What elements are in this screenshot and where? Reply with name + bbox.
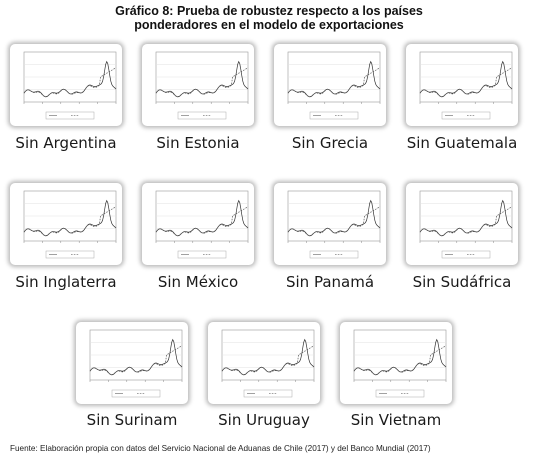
line-chart (23, 190, 117, 259)
line-chart (419, 190, 513, 259)
line-chart (353, 329, 447, 398)
legend-box (309, 250, 359, 259)
legend-box (45, 250, 95, 259)
panel-caption: Sin México (157, 273, 239, 291)
legend-box (177, 250, 227, 259)
legend-box (441, 111, 491, 120)
line-chart (155, 51, 249, 120)
robustness-panel (208, 322, 320, 404)
legend-box (375, 389, 425, 398)
legend-box (309, 111, 359, 120)
panel-caption: Sin Sudáfrica (412, 273, 512, 291)
legend-box (177, 111, 227, 120)
robustness-panel (10, 183, 122, 265)
series-line-counterfactual (221, 345, 315, 376)
legend-box (441, 250, 491, 259)
chart-title: Gráfico 8: Prueba de robustez respecto a… (115, 4, 423, 18)
robustness-panel (406, 183, 518, 265)
series-line-observed (89, 338, 183, 376)
robustness-panel (274, 183, 386, 265)
series-line-observed (287, 60, 381, 98)
series-line-observed (23, 60, 117, 98)
series-line-counterfactual (89, 345, 183, 376)
robustness-panel (142, 44, 254, 126)
line-chart (155, 190, 249, 259)
series-line-observed (419, 199, 513, 237)
source-note: Fuente: Elaboración propia con datos del… (10, 444, 431, 453)
panel-caption: Sin Estonia (156, 134, 240, 152)
panel-caption: Sin Argentina (15, 134, 117, 152)
panel-caption: Sin Uruguay (218, 411, 310, 429)
legend-box (111, 389, 161, 398)
series-line-observed (155, 199, 249, 237)
panel-caption: Sin Inglaterra (15, 273, 117, 291)
chart-subtitle: ponderadores en el modelo de exportacion… (134, 18, 404, 32)
series-line-observed (23, 199, 117, 237)
series-line-counterfactual (353, 345, 447, 376)
series-line-counterfactual (155, 67, 249, 98)
robustness-panel (76, 322, 188, 404)
series-line-counterfactual (287, 206, 381, 237)
robustness-panel (274, 44, 386, 126)
series-line-observed (353, 338, 447, 376)
series-line-counterfactual (419, 67, 513, 98)
robustness-panel (10, 44, 122, 126)
line-chart (23, 51, 117, 120)
series-line-counterfactual (23, 67, 117, 98)
series-line-counterfactual (23, 206, 117, 237)
panel-caption: Sin Vietnam (350, 411, 442, 429)
line-chart (419, 51, 513, 120)
robustness-panel (340, 322, 452, 404)
panel-caption: Sin Surinam (86, 411, 178, 429)
line-chart (221, 329, 315, 398)
series-line-counterfactual (419, 206, 513, 237)
legend-box (45, 111, 95, 120)
panel-caption: Sin Guatemala (406, 134, 518, 152)
series-line-observed (155, 60, 249, 98)
line-chart (287, 51, 381, 120)
robustness-panel (406, 44, 518, 126)
series-line-observed (419, 60, 513, 98)
series-line-counterfactual (155, 206, 249, 237)
series-line-observed (287, 199, 381, 237)
line-chart (89, 329, 183, 398)
series-line-observed (221, 338, 315, 376)
panel-caption: Sin Grecia (291, 134, 369, 152)
legend-box (243, 389, 293, 398)
robustness-panel (142, 183, 254, 265)
line-chart (287, 190, 381, 259)
panel-caption: Sin Panamá (285, 273, 375, 291)
series-line-counterfactual (287, 67, 381, 98)
